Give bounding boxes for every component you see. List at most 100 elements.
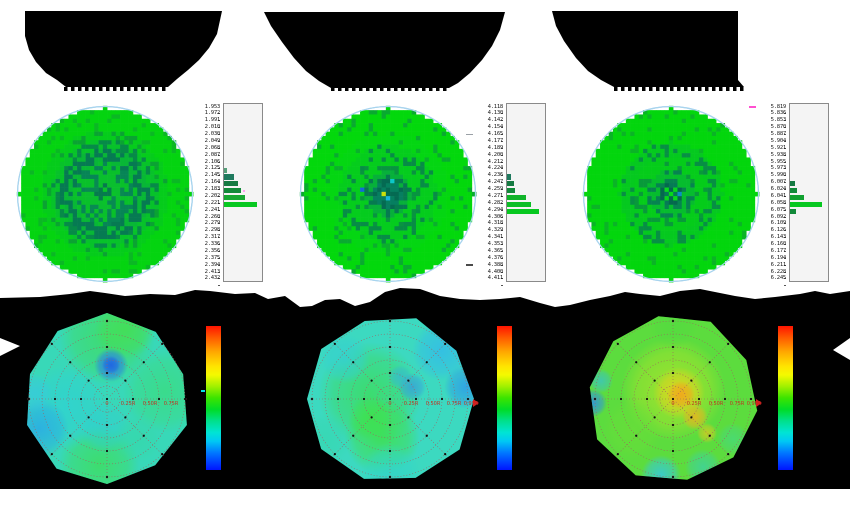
scale-tick-label: 6.024 [770, 186, 787, 192]
scale-tick-mark [217, 127, 220, 129]
scale-tick-label: 4.306 [487, 213, 504, 220]
scale-row: 6.092 [756, 214, 786, 225]
scale-tick-label: 1.972 [204, 110, 221, 117]
scale-tick-label: 2.394 [204, 261, 221, 268]
scale-tick-mark [217, 120, 220, 122]
scale-tick-mark [500, 175, 503, 177]
wafer-cells [16, 105, 194, 283]
scale-row: 4.177 [473, 138, 503, 149]
scale-row: 1.972 [190, 110, 221, 122]
scale-row: 4.154 [473, 124, 503, 136]
scale-tick-label: 4.341 [487, 234, 504, 241]
scale-row: 5.955 [756, 159, 786, 170]
scale-tick-mark [500, 195, 503, 197]
scale-tick-label: 4.224 [487, 165, 504, 172]
scale-tick-mark [783, 257, 786, 259]
scale-tick-label: 6.143 [770, 234, 787, 241]
scale-tick-mark [217, 285, 220, 287]
scale-tick-label: 2.164 [204, 179, 221, 186]
histogram-bar [507, 188, 515, 194]
scale-tick-label: 2.087 [204, 151, 221, 158]
scale-tick-label: 4.353 [487, 241, 504, 247]
radial-scale-label: 0.75R [730, 401, 745, 407]
scale-tick-label: 5.904 [770, 137, 787, 144]
scale-tick-mark [783, 264, 786, 266]
scale-tick-label: 2.068 [204, 144, 221, 151]
scale-tick-label: 5.836 [770, 110, 787, 117]
scale-tick-mark [783, 237, 786, 239]
scale-tick-label: 4.318 [487, 220, 504, 227]
scale-row: 2.241 [190, 207, 220, 218]
scale-tick-label: 2.183 [204, 186, 221, 192]
scale-tick-mark [217, 182, 220, 184]
scale-row: 5.887 [756, 131, 786, 142]
scale-tick-mark [217, 264, 220, 266]
scale-tick-mark [500, 216, 503, 218]
histogram-bar [507, 195, 527, 201]
scale-tick-label: 2.432 [204, 275, 221, 282]
scale-tick-label: 1.953 [204, 103, 221, 110]
edge-arrow-marker [473, 399, 479, 407]
scale-tick-mark [217, 175, 220, 177]
scale-tick-label: 2.049 [204, 137, 221, 144]
scale-tick-label: 2.145 [204, 172, 221, 179]
scale-row: 6.075 [756, 207, 786, 218]
radial-scale-label: 0.50R [426, 401, 441, 407]
scale-row: 5.904 [756, 137, 787, 149]
scale-tick-mark [783, 285, 786, 287]
scale-tick-mark [217, 154, 220, 156]
scale-row: 4.306 [473, 213, 504, 225]
scale-tick-label: 4.329 [487, 227, 504, 234]
histogram-panel-3 [789, 103, 829, 282]
scale-row: 4.353 [473, 241, 504, 252]
scale-tick-label: 6.228 [770, 268, 787, 275]
histogram-bar [790, 188, 797, 194]
scale-tick-mark [783, 168, 786, 170]
measurement-dots [593, 319, 753, 479]
scale-tick-mark [217, 195, 220, 197]
scale-row: 2.068 [190, 144, 221, 156]
scale-tick-mark [500, 127, 503, 129]
scale-row: 4.189 [473, 144, 504, 156]
scale-tick-mark [783, 147, 786, 149]
scale-row: 2.413 [190, 268, 221, 280]
scale-row: 4.224 [473, 165, 504, 177]
scale-tick-label: 4.259 [487, 186, 504, 192]
scale-tick-mark [783, 113, 786, 115]
scale-tick-label: 2.260 [204, 213, 221, 220]
scale-tick-label: 4.411 [487, 275, 504, 282]
scale-tick-label: 6.245 [770, 275, 787, 282]
scale-row: 6.109 [756, 220, 786, 232]
scale-row: 5.870 [756, 124, 786, 136]
scale-tick-label: 2.413 [204, 268, 221, 275]
scale-tick-mark [500, 230, 503, 232]
radial-scale-label: 0.25R [121, 401, 136, 407]
scale-tick-mark [217, 189, 220, 191]
scale-tick-mark [217, 244, 220, 246]
scale-tick-label: 4.130 [487, 110, 504, 117]
scale-tick-mark [500, 134, 503, 136]
radial-scale-label: 0.25R [404, 401, 419, 407]
contour-color-field [589, 316, 749, 480]
redaction-blob-3 [552, 11, 744, 87]
scale-tick-label: 6.177 [770, 247, 787, 254]
scale-tick-mark [783, 182, 786, 184]
measurement-dots [310, 319, 470, 479]
scale-tick-label: 6.126 [770, 227, 787, 234]
scale-tick-mark [783, 271, 786, 273]
scale-row: 2.106 [190, 159, 220, 170]
scale-tick-label: 2.375 [204, 254, 221, 261]
scale-tick-label: 4.189 [487, 144, 504, 151]
scale-tick-label: 4.247 [487, 179, 504, 186]
scale-row: 6.228 [756, 268, 787, 280]
scale-tick-mark [500, 271, 503, 273]
histogram-bar [790, 208, 796, 214]
scale-row: 2.087 [190, 151, 221, 163]
scale-row: 4.200 [473, 152, 503, 163]
scale-row: 4.212 [473, 159, 503, 170]
scale-row: 4.329 [473, 227, 504, 239]
scale-row: 4.165 [473, 131, 503, 142]
scale-tick-label: 5.990 [770, 172, 787, 179]
scale-tick-mark [783, 161, 786, 163]
scale-tick-mark [500, 161, 503, 163]
